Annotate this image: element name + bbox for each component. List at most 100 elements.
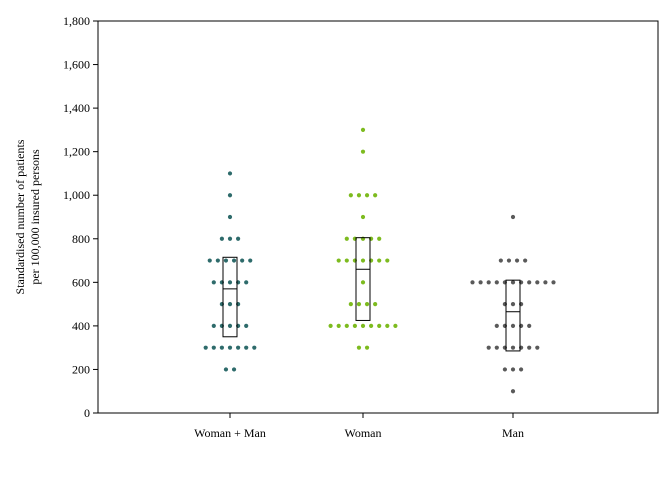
- data-point: [506, 258, 512, 263]
- x-tick-label: Man: [502, 426, 524, 440]
- data-point: [227, 193, 233, 198]
- data-point: [510, 345, 516, 350]
- data-point: [344, 236, 349, 241]
- data-point: [203, 345, 208, 350]
- data-point: [227, 323, 233, 328]
- data-point: [211, 323, 216, 328]
- data-point: [510, 367, 516, 372]
- data-point: [356, 345, 362, 350]
- data-point: [377, 323, 382, 328]
- data-point: [369, 323, 374, 328]
- data-point: [535, 345, 540, 350]
- series-group: [470, 214, 556, 394]
- data-point: [227, 214, 233, 220]
- y-tick-label: 200: [72, 362, 90, 376]
- data-point: [348, 193, 353, 198]
- data-point: [360, 149, 366, 154]
- data-point: [223, 258, 229, 263]
- data-point: [356, 302, 362, 307]
- data-point: [227, 345, 233, 350]
- data-point: [486, 345, 491, 350]
- data-point: [373, 193, 378, 198]
- data-point: [527, 323, 532, 328]
- data-point: [377, 236, 382, 241]
- iqr-box: [222, 256, 238, 338]
- iqr-box: [505, 279, 521, 352]
- data-point: [510, 280, 516, 285]
- data-point: [360, 127, 366, 132]
- data-point: [486, 280, 491, 285]
- data-point: [527, 280, 532, 285]
- data-point: [352, 323, 357, 328]
- data-point: [494, 280, 499, 285]
- data-point: [344, 258, 349, 263]
- data-point: [514, 258, 520, 263]
- data-point: [252, 345, 257, 350]
- data-point: [494, 345, 499, 350]
- series-group: [203, 171, 257, 372]
- y-axis-title-line: Standardised number of patients: [13, 139, 27, 294]
- data-point: [364, 345, 370, 350]
- data-point: [551, 280, 556, 285]
- data-point: [510, 323, 516, 328]
- data-point: [236, 236, 241, 241]
- data-point: [336, 258, 341, 263]
- y-tick-label: 400: [72, 319, 90, 333]
- data-point: [502, 367, 507, 372]
- data-point: [478, 280, 483, 285]
- y-tick-label: 0: [84, 406, 90, 420]
- data-point: [231, 258, 237, 263]
- data-point: [207, 258, 212, 263]
- data-point: [227, 280, 233, 285]
- data-point: [373, 302, 378, 307]
- data-point: [519, 367, 524, 372]
- data-point: [231, 367, 237, 372]
- y-tick-label: 1,400: [63, 101, 90, 115]
- y-tick-label: 1,600: [63, 58, 90, 72]
- x-tick-label: Woman: [344, 426, 381, 440]
- data-point: [360, 280, 366, 285]
- data-point: [470, 280, 475, 285]
- data-point: [244, 280, 249, 285]
- x-axis: Woman + Man Woman Man: [194, 413, 524, 440]
- data-point: [248, 258, 253, 263]
- data-point: [494, 323, 499, 328]
- data-point: [385, 323, 390, 328]
- data-point: [510, 214, 516, 220]
- plot-frame: [97, 20, 659, 414]
- data-point: [244, 323, 249, 328]
- series-layer: [203, 127, 556, 394]
- iqr-box: [355, 237, 371, 321]
- data-point: [535, 280, 540, 285]
- y-tick-label: 600: [72, 275, 90, 289]
- series-group: [328, 127, 398, 350]
- data-point: [360, 258, 366, 263]
- data-point: [215, 258, 220, 263]
- y-axis: 0 200 400 600 800 1,000 1,200 1,400 1,600 1,800: [63, 14, 98, 420]
- data-point: [344, 323, 349, 328]
- data-point: [240, 258, 245, 263]
- data-point: [543, 280, 548, 285]
- y-axis-title-line: per 100,000 insured persons: [28, 149, 42, 285]
- data-point: [227, 171, 233, 176]
- data-point: [211, 280, 216, 285]
- data-point: [211, 345, 216, 350]
- data-point: [360, 323, 366, 328]
- data-point: [348, 302, 353, 307]
- y-tick-label: 1,000: [63, 188, 90, 202]
- data-point: [227, 302, 233, 307]
- data-point: [385, 258, 390, 263]
- data-point: [393, 323, 398, 328]
- y-tick-label: 800: [72, 232, 90, 246]
- data-point: [236, 345, 241, 350]
- data-point: [219, 236, 224, 241]
- data-point: [223, 367, 229, 372]
- data-point: [219, 345, 224, 350]
- data-point: [510, 389, 516, 394]
- data-point: [523, 258, 528, 263]
- data-point: [527, 345, 532, 350]
- x-tick-label: Woman + Man: [194, 426, 266, 440]
- data-point: [360, 214, 366, 220]
- data-point: [227, 236, 233, 241]
- data-point: [510, 302, 516, 307]
